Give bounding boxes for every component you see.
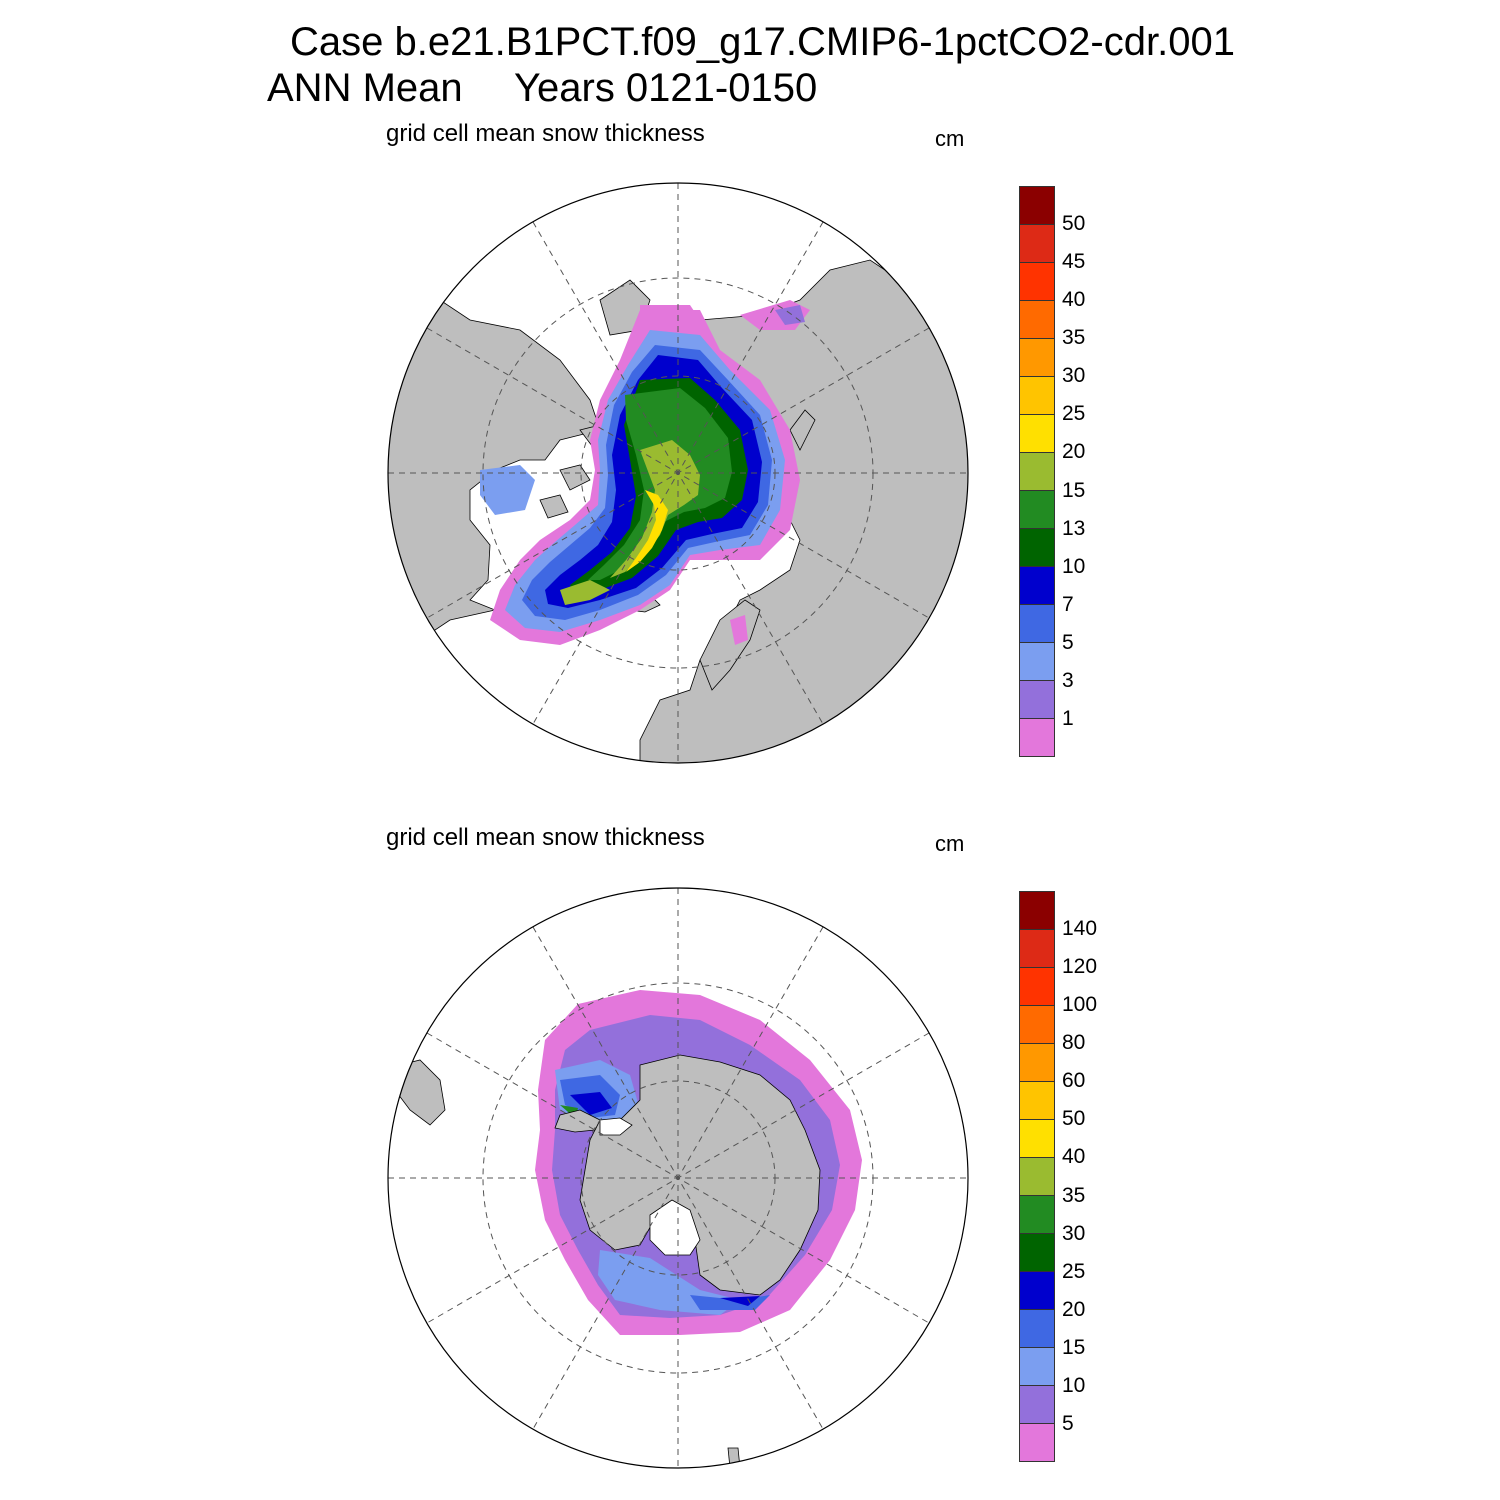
arctic-map	[388, 183, 968, 763]
colorbar-cell	[1020, 1347, 1054, 1385]
colorbar-tick-label: 120	[1062, 955, 1098, 979]
colorbar-tick-label: 1	[1062, 706, 1074, 730]
colorbar-tick-label: 15	[1062, 478, 1086, 502]
antarctica-landmass	[579, 1054, 821, 1296]
antarctic-panel-title: grid cell mean snow thickness	[386, 824, 705, 851]
colorbar-tick-label: 30	[1062, 1221, 1086, 1245]
figure-title-years: Years 0121-0150	[514, 66, 818, 110]
colorbar-cell	[1020, 1005, 1054, 1043]
colorbar-cell	[1020, 490, 1054, 528]
colorbar-cell	[1020, 1157, 1054, 1195]
colorbar-tick-label: 5	[1062, 630, 1074, 654]
colorbar-cell	[1020, 1385, 1054, 1423]
colorbar-tick-label: 10	[1062, 1373, 1086, 1397]
colorbar-cell	[1020, 1081, 1054, 1119]
colorbar-tick-label: 35	[1062, 326, 1086, 350]
colorbar-tick-label: 80	[1062, 1031, 1086, 1055]
arctic-map-border	[387, 182, 969, 764]
colorbar-tick-label: 40	[1062, 288, 1086, 312]
antarctic-grid	[388, 888, 968, 1468]
arctic-colorbar-labels: 1 3 5 7 10 13 15 20 25 30 35 40 45 50	[1062, 186, 1122, 757]
colorbar-tick-label: 30	[1062, 364, 1086, 388]
colorbar-cell	[1020, 566, 1054, 604]
antarctic-peninsula	[554, 1109, 601, 1133]
colorbar-cell	[1020, 414, 1054, 452]
colorbar-cell	[1020, 338, 1054, 376]
antarctic-land	[394, 1054, 821, 1468]
colorbar-cell	[1020, 1271, 1054, 1309]
colorbar-tick-label: 40	[1062, 1145, 1086, 1169]
arctic-grid	[388, 183, 968, 763]
colorbar-cell	[1020, 718, 1054, 756]
arctic-units-label: cm	[935, 126, 965, 151]
colorbar-tick-label: 60	[1062, 1069, 1086, 1093]
antarctic-units-label: cm	[935, 831, 965, 856]
colorbar-cell	[1020, 680, 1054, 718]
colorbar-tick-label: 25	[1062, 1259, 1086, 1283]
colorbar-cell	[1020, 1119, 1054, 1157]
colorbar-tick-label: 10	[1062, 554, 1086, 578]
colorbar-tick-label: 20	[1062, 440, 1086, 464]
colorbar-tick-label: 140	[1062, 917, 1098, 941]
colorbar-tick-label: 50	[1062, 1107, 1086, 1131]
colorbar-tick-label: 13	[1062, 516, 1086, 540]
colorbar-cell	[1020, 262, 1054, 300]
colorbar-cell	[1020, 1309, 1054, 1347]
colorbar-cell	[1020, 1195, 1054, 1233]
colorbar-cell	[1020, 300, 1054, 338]
figure-title-case: Case b.e21.B1PCT.f09_g17.CMIP6-1pctCO2-c…	[290, 20, 1235, 64]
antarctic-colorbar-labels: 5 10 15 20 25 30 35 40 50 60 80 100 120 140	[1062, 891, 1122, 1462]
colorbar-cell	[1020, 1233, 1054, 1271]
arctic-meridian-150	[426, 327, 930, 619]
colorbar-cell	[1020, 604, 1054, 642]
colorbar-cell	[1020, 224, 1054, 262]
colorbar-cell	[1020, 967, 1054, 1005]
colorbar-cell	[1020, 1043, 1054, 1081]
figure-title-season: ANN Mean	[267, 66, 463, 110]
colorbar-cell	[1020, 528, 1054, 566]
colorbar-cell	[1020, 452, 1054, 490]
colorbar-tick-label: 100	[1062, 993, 1098, 1017]
colorbar-cell	[1020, 187, 1054, 224]
colorbar-tick-label: 3	[1062, 668, 1074, 692]
colorbar-tick-label: 35	[1062, 1183, 1086, 1207]
colorbar-cell	[1020, 1423, 1054, 1461]
colorbar-tick-label: 5	[1062, 1411, 1074, 1435]
ross-ice-shelf	[649, 1199, 701, 1256]
colorbar-tick-label: 25	[1062, 402, 1086, 426]
colorbar-cell	[1020, 892, 1054, 929]
antarctic-meridian-150	[426, 1032, 930, 1324]
arctic-panel-title: grid cell mean snow thickness	[386, 120, 705, 147]
colorbar-tick-label: 50	[1062, 212, 1086, 236]
colorbar-tick-label: 20	[1062, 1297, 1086, 1321]
colorbar-cell	[1020, 376, 1054, 414]
colorbar-tick-label: 45	[1062, 250, 1086, 274]
colorbar-tick-label: 15	[1062, 1335, 1086, 1359]
colorbar-cell	[1020, 642, 1054, 680]
arctic-snow-band-20cm	[626, 490, 668, 572]
antarctic-map-border	[387, 887, 969, 1469]
colorbar-tick-label: 7	[1062, 592, 1074, 616]
colorbar-cell	[1020, 929, 1054, 967]
antarctic-colorbar	[1019, 891, 1055, 1462]
arctic-colorbar	[1019, 186, 1055, 757]
